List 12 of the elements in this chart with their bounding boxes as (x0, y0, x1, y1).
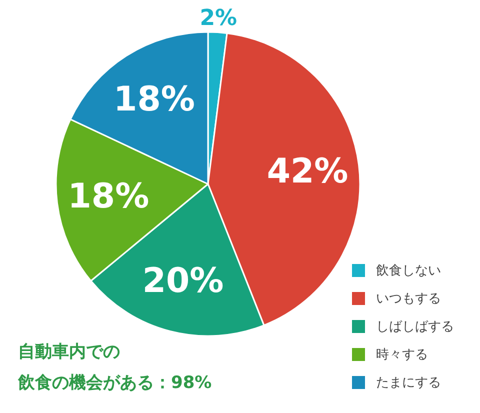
text: 自動車内での (18, 342, 120, 362)
data-label: 20% (142, 261, 224, 302)
legend-label: いつもする (376, 292, 441, 306)
data-label: 18% (114, 79, 195, 120)
data-label: 18% (68, 176, 150, 217)
data-label: 2% (200, 6, 238, 31)
legend-label: 時々する (376, 348, 428, 362)
legend-label: しばしばする (376, 320, 454, 334)
data-label: 42% (266, 151, 348, 192)
legend-label: 飲食しない (376, 264, 441, 278)
legend-label: たまにする (376, 376, 441, 390)
text: 飲食の機会がある：98% (17, 373, 212, 393)
